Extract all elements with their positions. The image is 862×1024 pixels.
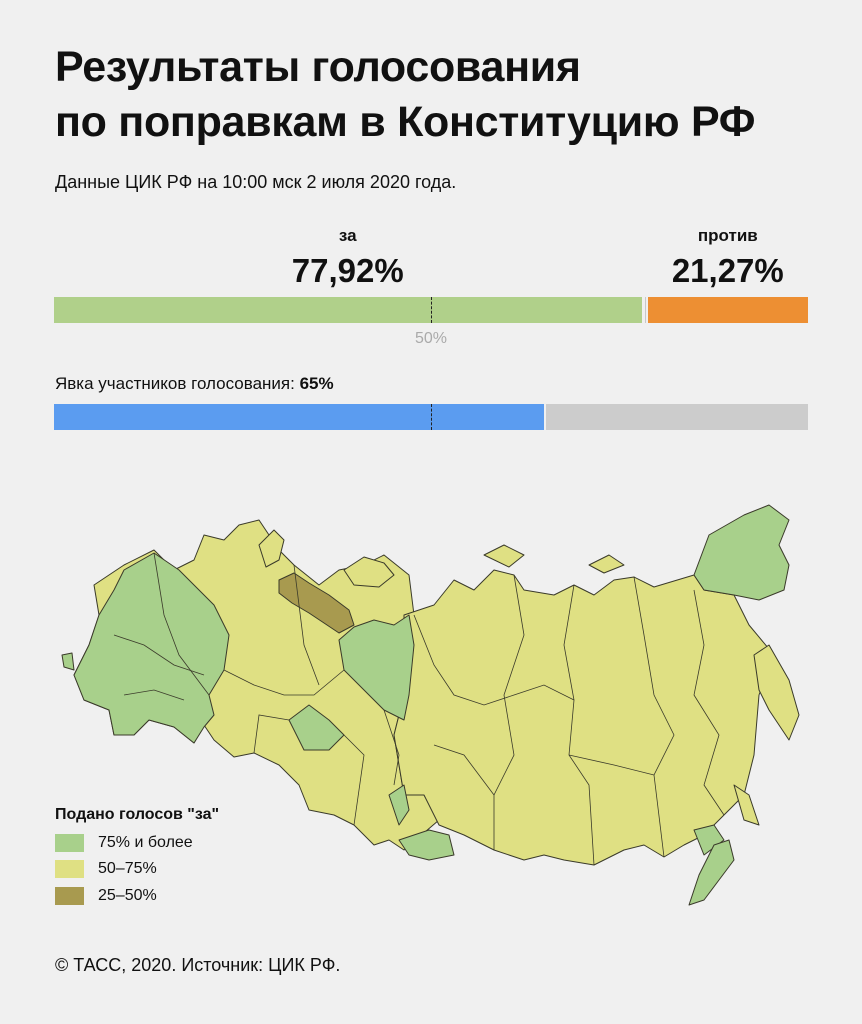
map-region-mid	[753, 644, 800, 741]
map-border	[383, 709, 400, 786]
legend-title: Подано голосов "за"	[55, 806, 220, 823]
legend-label-mid: 50–75%	[98, 860, 157, 877]
fifty-percent-line	[431, 297, 432, 323]
map-border	[693, 589, 725, 816]
fifty-percent-label: 50%	[415, 330, 448, 347]
legend-item-mid: 50–75%	[55, 859, 157, 879]
title-line-2: по поправкам в Конституцию РФ	[55, 98, 756, 146]
map-border	[413, 614, 575, 706]
against-label: против	[697, 226, 758, 245]
map-region-low	[278, 572, 355, 634]
map-border	[223, 669, 345, 696]
page-title: Результаты голосования по поправкам в Ко…	[55, 40, 755, 150]
map-region-high	[338, 614, 415, 721]
turnout-bar	[54, 404, 808, 430]
for-value: 77,92%	[291, 252, 404, 289]
for-label: за	[338, 226, 357, 245]
turnout-value: 65%	[299, 374, 334, 393]
map-border	[153, 552, 210, 696]
legend-swatch-high	[55, 834, 84, 852]
map-region-mid	[733, 784, 760, 826]
map-border	[633, 576, 675, 858]
legend-item-low: 25–50%	[55, 886, 157, 906]
map-region-mid	[588, 554, 625, 574]
map-region-high	[693, 504, 790, 601]
against-bar-segment	[647, 297, 808, 323]
legend-swatch-low	[55, 887, 84, 905]
against-value: 21,27%	[671, 252, 784, 289]
legend-label-low: 25–50%	[98, 887, 157, 904]
turnout-label: Явка участников голосования: 65%	[55, 374, 334, 394]
map-border	[343, 734, 365, 826]
map-region-high	[693, 824, 725, 856]
legend-label-high: 75% и более	[98, 834, 193, 851]
map-border	[253, 714, 290, 754]
legend-swatch-mid	[55, 860, 84, 878]
map-region-high	[388, 784, 410, 826]
russia-regions-map	[61, 504, 800, 906]
title-line-1: Результаты голосования	[55, 43, 581, 91]
result-bar	[54, 297, 808, 323]
turnout-fifty-percent-line	[431, 404, 432, 430]
map-border	[568, 754, 655, 776]
non-turnout-bar-segment	[546, 404, 808, 430]
map-region-mid	[258, 529, 285, 568]
map-region-high	[398, 829, 455, 861]
turnout-bar-segment	[54, 404, 545, 430]
map-border	[113, 634, 205, 676]
map-border	[293, 564, 320, 686]
map-border	[433, 744, 495, 796]
map-region-high	[61, 652, 75, 671]
map-region-high	[688, 839, 735, 906]
map-region-mid	[483, 544, 525, 568]
turnout-label-text: Явка участников голосования:	[55, 374, 300, 393]
for-bar-segment	[54, 297, 642, 323]
map-border	[493, 574, 525, 850]
map-region-high	[73, 552, 230, 744]
map-region-mid	[393, 569, 775, 866]
map-border	[563, 584, 595, 866]
footer-credit: © ТАСС, 2020. Источник: ЦИК РФ.	[55, 955, 341, 975]
subtitle: Данные ЦИК РФ на 10:00 мск 2 июля 2020 г…	[55, 172, 457, 192]
map-border	[123, 689, 185, 701]
map-region-mid	[343, 556, 395, 588]
legend-item-high: 75% и более	[55, 833, 193, 853]
